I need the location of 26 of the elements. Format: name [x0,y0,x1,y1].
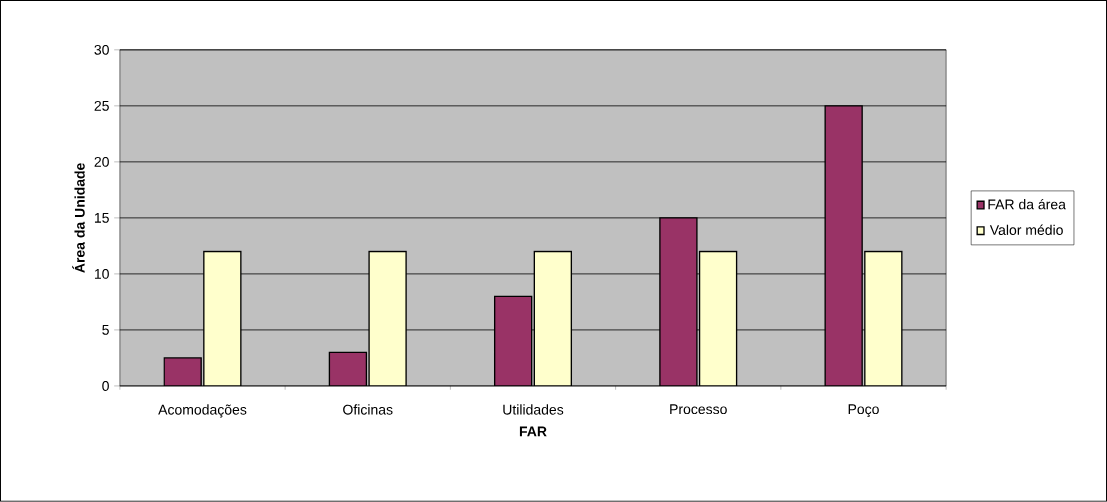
y-tick-label: 25 [94,101,109,111]
bar [163,357,202,387]
legend-label: Valor médio [989,224,1063,236]
bar [328,351,368,387]
legend-label: FAR da área [988,199,1066,210]
bar [533,250,573,387]
bar [864,250,903,387]
y-tick-label: 10 [94,269,109,279]
y-tick-label: 20 [94,157,109,167]
y-tick-label: 5 [102,325,109,335]
x-tick-label: Processo [670,404,727,415]
x-tick-label: Poço [848,404,879,418]
bar [698,250,738,387]
bar [493,295,533,387]
bar [368,250,407,387]
bar [659,217,698,387]
y-tick-label: 30 [94,44,109,55]
x-tick-label: Utilidades [503,404,564,415]
bar [824,105,863,387]
x-axis-title: FAR [519,426,547,437]
bar [203,250,242,387]
x-tick-label: Acomodações [158,404,247,418]
y-tick-label: 15 [94,213,109,223]
y-axis-title: Área da Unidade [72,163,85,273]
y-tick-label: 0 [102,381,109,391]
x-tick-label: Oficinas [343,404,393,415]
